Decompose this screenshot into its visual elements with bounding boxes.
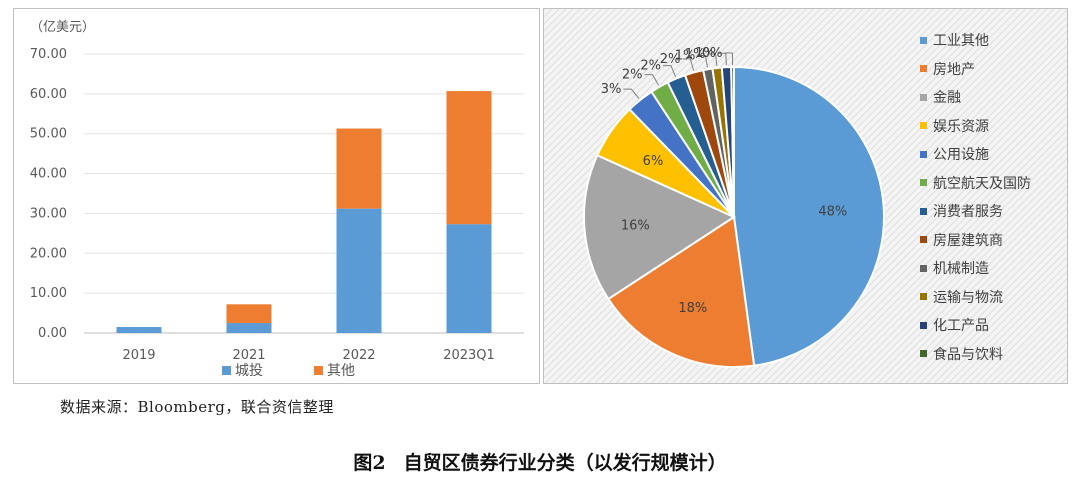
- y-tick-label: 40.00: [30, 167, 67, 182]
- y-tick-label: 30.00: [30, 206, 67, 221]
- bar-segment: [226, 304, 272, 324]
- y-unit-label: （亿美元）: [30, 20, 95, 35]
- pie-slice: [583, 153, 737, 301]
- pie-slice: [606, 215, 756, 368]
- slice-label: 1%: [695, 46, 716, 61]
- legend-swatch: [920, 93, 927, 101]
- pie-slice: [730, 65, 735, 218]
- slice-label: 1%: [675, 49, 696, 64]
- legend-label: 其他: [327, 363, 355, 379]
- figure-title: 自贸区债券行业分类（以发行规模计）: [403, 452, 727, 474]
- y-tick-label: 20.00: [30, 246, 67, 261]
- legend-swatch: [920, 36, 927, 44]
- pie-legend-item: 娱乐资源: [920, 115, 989, 137]
- legend-swatch: [920, 179, 927, 186]
- x-tick-label: 2023Q1: [443, 348, 495, 363]
- legend-label: 工业其他: [933, 33, 989, 49]
- pie-legend-item: 金融: [920, 86, 961, 108]
- slice-label: 1%: [685, 47, 706, 62]
- y-tick-label: 70.00: [30, 47, 67, 62]
- y-tick-label: 10.00: [30, 286, 67, 301]
- bar-segment: [226, 323, 272, 333]
- leader-line: [707, 53, 718, 67]
- pie-legend-item: 食品与饮料: [920, 343, 1003, 365]
- y-tick-label: 0.00: [38, 326, 67, 341]
- legend-swatch: [222, 366, 231, 375]
- legend-label: 房地产: [933, 61, 975, 78]
- legend-label: 房屋建筑商: [933, 232, 1003, 249]
- legend-swatch: [314, 366, 323, 375]
- slice-label: 0%: [702, 46, 723, 61]
- bar-segment: [336, 128, 382, 209]
- bar-chart-panel: （亿美元） 0.00 10.00 20.00 30.00 40.00 50.00 60.00 7…: [13, 8, 540, 384]
- pie-legend-item: 工业其他: [920, 29, 989, 51]
- bar-segment: [446, 91, 492, 225]
- figure-number: 图2: [353, 452, 386, 474]
- x-tick-label: 2022: [342, 348, 375, 363]
- legend-swatch: [920, 207, 927, 215]
- legend-label: 消费者服务: [933, 204, 1003, 220]
- pie-legend-item: 消费者服务: [920, 200, 1003, 222]
- legend-label: 城投: [235, 363, 263, 379]
- legend-swatch: [920, 65, 927, 72]
- legend-swatch: [920, 264, 927, 272]
- pie-legend-item: 公用设施: [920, 143, 989, 165]
- slice-label: 18%: [678, 301, 707, 316]
- leader-line: [623, 88, 640, 99]
- slice-label: 2%: [622, 68, 643, 83]
- source-note: 数据来源：Bloomberg，联合资信整理: [60, 398, 334, 416]
- bar-segment: [336, 208, 382, 333]
- figure-caption: 图2 自贸区债券行业分类（以发行规模计）: [0, 448, 1080, 475]
- pie-legend-item: 运输与物流: [920, 286, 1003, 308]
- pie-legend-item: 房地产: [920, 58, 975, 80]
- slice-label: 3%: [601, 82, 622, 97]
- legend-label: 公用设施: [933, 147, 989, 163]
- slice-label: 2%: [640, 59, 661, 74]
- leader-line: [662, 65, 677, 77]
- legend-label: 航空航天及国防: [933, 175, 1031, 192]
- legend-label: 运输与物流: [933, 289, 1003, 306]
- leader-line: [682, 58, 695, 71]
- slice-label: 16%: [621, 219, 650, 234]
- pie-slice: [733, 65, 885, 367]
- slice-label: 6%: [643, 154, 664, 169]
- legend-swatch: [920, 150, 927, 158]
- leader-line: [697, 55, 708, 68]
- legend-swatch: [920, 236, 927, 243]
- legend-label: 食品与饮料: [933, 346, 1003, 363]
- x-tick-label: 2021: [232, 348, 265, 363]
- pie-chart-panel: 48% 18% 16% 6% 3% 2% 2% 2% 1% 1% 1% 0%: [543, 8, 1068, 384]
- y-tick-label: 50.00: [30, 127, 67, 142]
- pie-legend-item: 机械制造: [920, 257, 989, 279]
- pie-chart: 48%18%16%6%3%2%2%2%1%1%1%0%: [544, 9, 1067, 383]
- legend-swatch: [920, 293, 927, 300]
- slice-label: 2%: [660, 52, 681, 67]
- pie-legend-item: 航空航天及国防: [920, 172, 1031, 194]
- slice-label: 48%: [818, 204, 847, 219]
- bar-segment: [116, 327, 162, 333]
- stacked-bar-chart: （亿美元） 0.00 10.00 20.00 30.00 40.00 50.00 60.00 7…: [30, 20, 524, 379]
- legend-label: 娱乐资源: [933, 118, 989, 135]
- legend-swatch: [920, 321, 927, 329]
- legend-swatch: [920, 350, 927, 357]
- bar-segment: [446, 224, 492, 333]
- y-tick-label: 60.00: [30, 87, 67, 102]
- leader-line: [724, 52, 734, 66]
- legend-label: 机械制造: [933, 261, 989, 277]
- x-tick-label: 2019: [122, 348, 155, 363]
- leader-line: [644, 74, 659, 86]
- legend-label: 金融: [933, 90, 961, 106]
- pie-legend-item: 房屋建筑商: [920, 229, 1003, 251]
- pie-legend-item: 化工产品: [920, 314, 989, 336]
- legend-label: 化工产品: [933, 318, 989, 334]
- legend-swatch: [920, 122, 927, 129]
